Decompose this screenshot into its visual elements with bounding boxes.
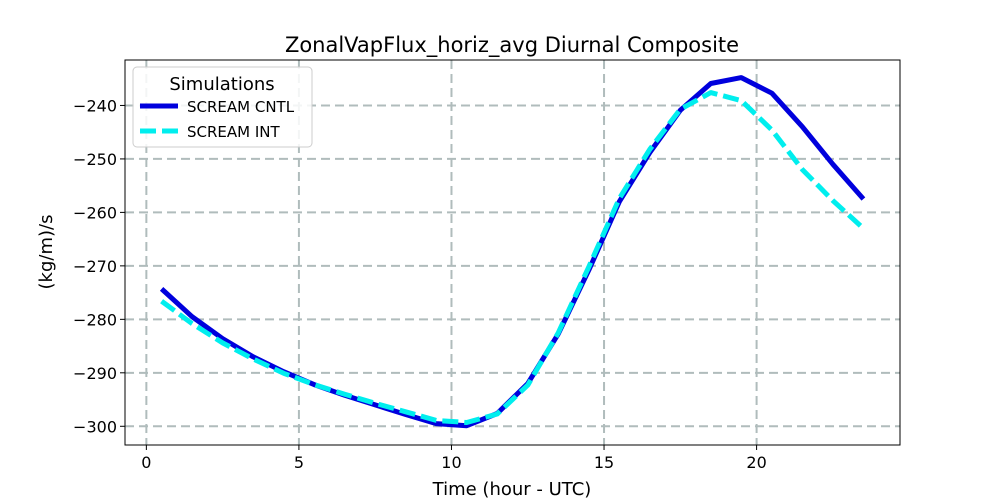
- x-tick-label: 10: [441, 453, 461, 472]
- x-axis-label: Time (hour - UTC): [432, 479, 592, 500]
- y-axis-label: (kg/m)/s: [36, 215, 57, 290]
- y-tick-label: −280: [73, 310, 117, 329]
- legend: Simulations SCREAM CNTL SCREAM INT: [132, 66, 313, 148]
- legend-label-scream-int: SCREAM INT: [187, 123, 281, 141]
- plot-area-frame: [124, 59, 901, 446]
- chart-title: ZonalVapFlux_horiz_avg Diurnal Composite: [285, 33, 739, 58]
- x-tick-label: 15: [594, 453, 614, 472]
- y-tick-label: −250: [73, 150, 117, 169]
- y-tick-label: −270: [73, 257, 117, 276]
- legend-title: Simulations: [169, 74, 274, 95]
- y-axis: −300 −290 −280 −270 −260 −250 −240: [73, 96, 125, 436]
- legend-box: [132, 66, 313, 148]
- y-tick-label: −300: [73, 417, 117, 436]
- x-axis: 0 5 10 15 20: [141, 445, 767, 472]
- x-tick-label: 20: [746, 453, 766, 472]
- y-tick-label: −290: [73, 364, 117, 383]
- y-tick-label: −260: [73, 203, 117, 222]
- x-tick-label: 0: [141, 453, 151, 472]
- x-tick-label: 5: [294, 453, 304, 472]
- grid-lines: [125, 60, 900, 445]
- series-layer: [159, 75, 866, 429]
- series-line-scream-int: [160, 90, 866, 425]
- y-tick-label: −240: [73, 96, 117, 115]
- legend-label-scream-cntl: SCREAM CNTL: [187, 98, 295, 116]
